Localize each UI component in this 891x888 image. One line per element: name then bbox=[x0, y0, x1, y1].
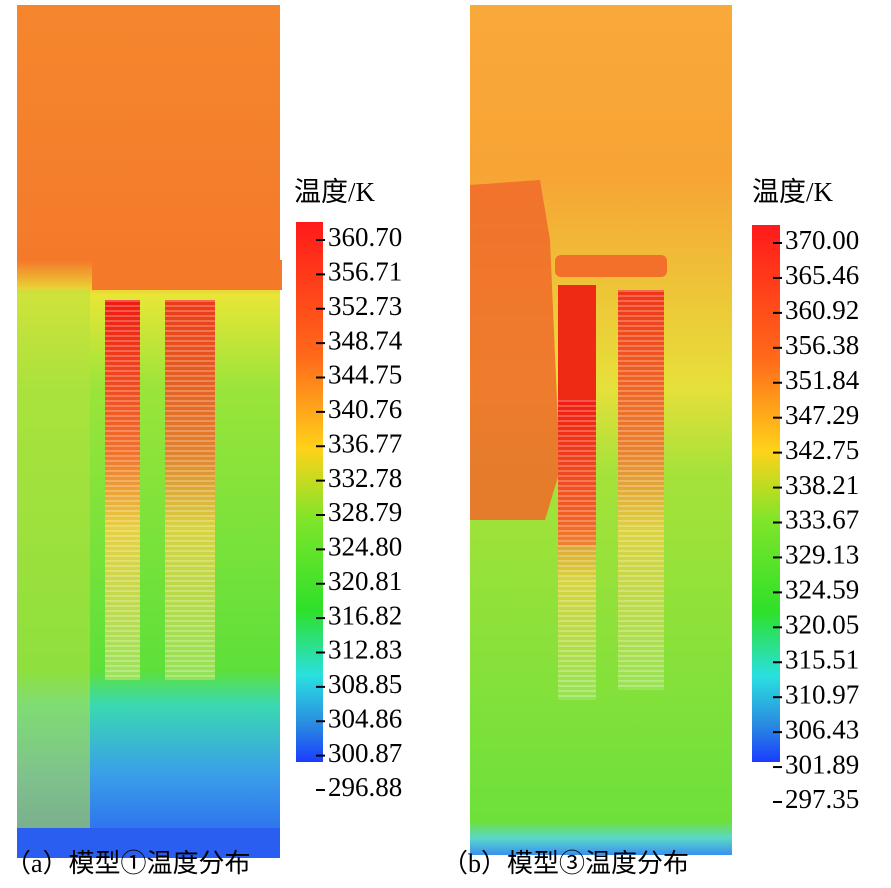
region bbox=[555, 255, 667, 277]
tick-label: 328.79 bbox=[328, 497, 402, 527]
tick-label: 342.75 bbox=[785, 435, 859, 465]
colorbar bbox=[296, 222, 323, 762]
tick-label: 340.76 bbox=[328, 394, 402, 424]
tick-label: 365.46 bbox=[785, 260, 859, 290]
panel-a: 温度/K （a）模型①温度分布 bbox=[5, 5, 376, 878]
tick-label: 348.74 bbox=[328, 325, 403, 355]
tick-label: 352.73 bbox=[328, 291, 402, 321]
tick-label: 347.29 bbox=[785, 400, 859, 430]
tick-label: 320.81 bbox=[328, 566, 402, 596]
tick-label: 306.43 bbox=[785, 714, 859, 744]
tick-label: 336.77 bbox=[328, 428, 402, 458]
tick-label: 338.21 bbox=[785, 470, 859, 500]
tick-label: 304.86 bbox=[328, 703, 402, 733]
tick-label: 329.13 bbox=[785, 540, 859, 570]
tick-label: 360.70 bbox=[328, 222, 402, 252]
region bbox=[92, 260, 282, 290]
caption: （b）模型③温度分布 bbox=[442, 849, 689, 878]
heater-stripes bbox=[558, 400, 596, 700]
region bbox=[17, 828, 280, 858]
region bbox=[470, 180, 560, 520]
tick-label: 310.97 bbox=[785, 679, 859, 709]
heater-stripes bbox=[105, 300, 140, 680]
heater-stripes bbox=[165, 300, 215, 680]
tick-label: 296.88 bbox=[328, 772, 402, 802]
tick-label: 356.71 bbox=[328, 257, 402, 287]
tick-label: 333.67 bbox=[785, 505, 859, 535]
tick-label: 356.38 bbox=[785, 330, 859, 360]
tick-label: 360.92 bbox=[785, 295, 859, 325]
tick-label: 316.82 bbox=[328, 600, 402, 630]
colorbar-title: 温度/K bbox=[294, 177, 376, 207]
tick-label: 344.75 bbox=[328, 360, 402, 390]
tick-label: 351.84 bbox=[785, 365, 860, 395]
tick-label: 370.00 bbox=[785, 225, 859, 255]
colorbar bbox=[752, 225, 780, 762]
heater-stripes bbox=[618, 290, 664, 690]
tick-label: 320.05 bbox=[785, 610, 859, 640]
tick-label: 312.83 bbox=[328, 635, 402, 665]
tick-label: 297.35 bbox=[785, 784, 859, 814]
tick-label: 332.78 bbox=[328, 463, 402, 493]
tick-label: 300.87 bbox=[328, 738, 402, 768]
caption: （a）模型①温度分布 bbox=[5, 849, 251, 878]
tick-label: 324.59 bbox=[785, 575, 859, 605]
colorbar-title: 温度/K bbox=[752, 177, 834, 207]
tick-label: 301.89 bbox=[785, 749, 859, 779]
panel-b: 温度/K （b）模型③温度分布 bbox=[442, 5, 834, 878]
region bbox=[17, 290, 90, 830]
tick-label: 324.80 bbox=[328, 532, 402, 562]
tick-label: 308.85 bbox=[328, 669, 402, 699]
tick-label: 315.51 bbox=[785, 644, 859, 674]
